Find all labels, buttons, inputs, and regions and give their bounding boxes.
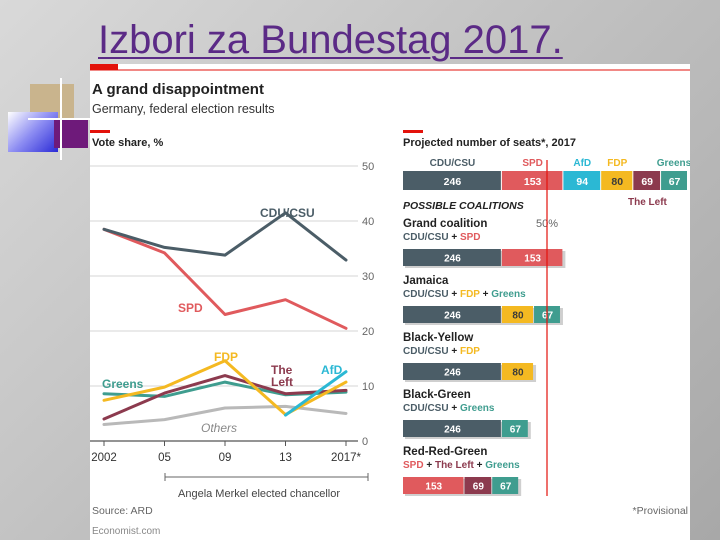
seats-legend-label: CDU/CSU xyxy=(430,158,476,169)
figure-panel: A grand disappointment Germany, federal … xyxy=(90,64,690,540)
line-chart-series xyxy=(102,211,348,426)
seats-segment xyxy=(661,171,687,190)
coalition-parties: CDU/CSU + FDP xyxy=(403,346,480,357)
coalition-segment xyxy=(403,420,501,437)
right-accent xyxy=(403,130,423,133)
coalition-segment xyxy=(501,306,534,323)
coalition-value: 246 xyxy=(444,254,461,265)
coalitions-list: Grand coalition CDU/CSU + SPD 246 153 Jamaic… xyxy=(403,218,566,496)
coalition-value: 246 xyxy=(444,425,461,436)
seats-value: 67 xyxy=(669,176,681,188)
coalition-segment xyxy=(501,420,528,437)
seats-segment xyxy=(563,171,601,190)
coalition-parties: CDU/CSU + SPD xyxy=(403,232,481,243)
source-text: Source: ARD xyxy=(92,505,153,517)
x-tick-label: 09 xyxy=(219,452,232,464)
y-tick-label: 40 xyxy=(362,216,374,228)
seats-legend-label: Greens xyxy=(657,158,690,169)
coalition-value: 80 xyxy=(512,368,524,379)
label-cdu: CDU/CSU xyxy=(260,206,315,220)
seats-segment xyxy=(601,171,633,190)
label-greens: Greens xyxy=(102,377,144,391)
figure-headline: A grand disappointment xyxy=(92,81,264,98)
y-tick-label: 10 xyxy=(362,381,374,393)
y-tick-label: 0 xyxy=(362,436,368,448)
coalition-parties: SPD + The Left + Greens xyxy=(403,460,520,471)
coalition-segment xyxy=(403,306,501,323)
label-left-the: The xyxy=(271,363,293,377)
x-tick-label: 2002 xyxy=(91,452,117,464)
label-others: Others xyxy=(201,421,237,435)
seats-value: 69 xyxy=(641,176,653,188)
series-line-afd xyxy=(284,370,348,417)
top-accent-bar xyxy=(90,64,118,70)
coalition-value: 246 xyxy=(444,368,461,379)
series-line-spd xyxy=(102,227,348,330)
coalition-value: 153 xyxy=(425,482,442,493)
vote-share-label: Vote share, % xyxy=(92,137,164,149)
label-afd: AfD xyxy=(321,363,343,377)
x-tick-label: 05 xyxy=(158,452,171,464)
seats-bar: 246 153 94 80 69 67 xyxy=(403,171,687,190)
series-line-cdu-csu xyxy=(102,211,348,262)
left-accent xyxy=(90,130,110,133)
line-chart-gridlines xyxy=(90,165,358,442)
slide-title: Izbori za Bundestag 2017. xyxy=(98,18,563,62)
publisher-text: Economist.com xyxy=(92,526,160,537)
coalition-name: Black-Green xyxy=(403,389,471,401)
coalition-segment xyxy=(403,249,501,266)
coalition-value: 67 xyxy=(500,482,512,493)
coalition-segment xyxy=(501,363,534,380)
coalition-name: Black-Yellow xyxy=(403,332,473,344)
coalition-name: Red-Red-Green xyxy=(403,446,487,458)
seats-value: 80 xyxy=(611,176,623,188)
footnote-text: *Provisional xyxy=(633,505,688,517)
label-left-left: Left xyxy=(271,375,293,389)
coalition-value: 69 xyxy=(473,482,485,493)
seats-legend-label: FDP xyxy=(607,158,627,169)
series-line-the-left xyxy=(102,374,348,421)
seats-value: 153 xyxy=(524,176,542,188)
merkel-annotation: Angela Merkel elected chancellor xyxy=(178,488,340,500)
coalition-segment xyxy=(464,477,492,494)
seats-legend: CDU/CSU SPD AfD FDP Greens xyxy=(430,158,690,169)
coalition-value: 153 xyxy=(524,254,541,265)
y-tick-label: 30 xyxy=(362,271,374,283)
seats-segment xyxy=(403,171,501,190)
figure-svg: A grand disappointment Germany, federal … xyxy=(90,64,690,537)
coalitions-heading: POSSIBLE COALITIONS xyxy=(403,200,524,212)
line-chart-x-ticks: 2002 05 09 13 2017* xyxy=(91,441,362,464)
line-chart-y-ticks: 0 10 20 30 40 50 xyxy=(362,161,374,448)
coalition-segment xyxy=(403,363,501,380)
seats-segment xyxy=(633,171,661,190)
y-tick-label: 50 xyxy=(362,161,374,173)
seats-value: 246 xyxy=(444,176,462,188)
coalition-name: Jamaica xyxy=(403,275,449,287)
seats-value: 94 xyxy=(576,176,588,188)
y-tick-label: 20 xyxy=(362,326,374,338)
coalition-segment xyxy=(492,477,519,494)
decor-line-horizontal xyxy=(28,118,90,120)
coalition-parties: CDU/CSU + FDP + Greens xyxy=(403,289,526,300)
seats-legend-label: AfD xyxy=(573,158,591,169)
coalition-name: Grand coalition xyxy=(403,218,487,230)
coalition-value: 67 xyxy=(510,425,522,436)
coalition-parties: CDU/CSU + Greens xyxy=(403,403,495,414)
decor-square-purple xyxy=(54,118,88,148)
coalition-value: 67 xyxy=(542,311,554,322)
x-tick-label: 2017* xyxy=(331,452,362,464)
figure-subhead: Germany, federal election results xyxy=(92,102,275,116)
series-line-fdp xyxy=(102,359,348,417)
x-tick-label: 13 xyxy=(279,452,292,464)
coalition-value: 80 xyxy=(512,311,524,322)
seats-legend-left: The Left xyxy=(628,197,668,208)
coalition-value: 246 xyxy=(444,311,461,322)
seats-title: Projected number of seats*, 2017 xyxy=(403,137,576,149)
coalition-segment xyxy=(403,477,464,494)
seats-legend-label: SPD xyxy=(522,158,543,169)
label-spd: SPD xyxy=(178,301,203,315)
label-fdp: FDP xyxy=(214,350,238,364)
series-line-others xyxy=(102,404,348,426)
